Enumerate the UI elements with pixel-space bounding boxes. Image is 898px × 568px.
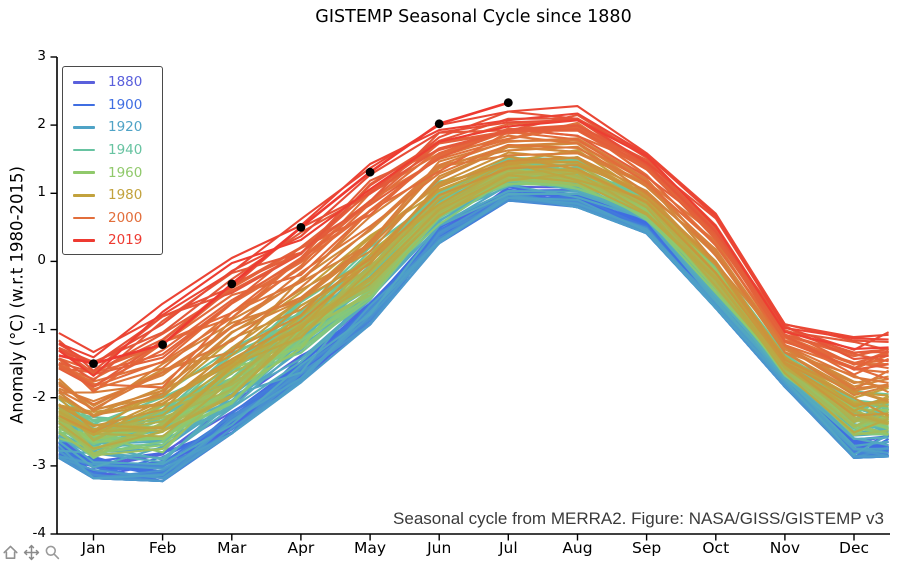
- pan-icon: [23, 544, 40, 560]
- legend-entry-1880: 1880: [63, 71, 162, 94]
- year-line-2016: [58, 105, 889, 354]
- zoom-icon: [45, 545, 60, 559]
- legend-entries: 1880 1900 1920 1940 1960 1980 2000 2019: [63, 71, 162, 252]
- legend: 1880 1900 1920 1940 1960 1980 2000 2019: [62, 66, 163, 255]
- legend-label: 1900: [108, 96, 143, 113]
- year-line-2019: [58, 101, 509, 365]
- y-tick-label: 0: [37, 252, 46, 269]
- legend-label: 1940: [108, 142, 143, 159]
- x-tick-label-jan: Jan: [81, 539, 106, 557]
- legend-swatch: [73, 193, 95, 197]
- legend-label: 1880: [108, 74, 143, 91]
- y-tick-label: -2: [32, 388, 46, 405]
- x-tick-label-jun: Jun: [427, 539, 452, 557]
- year-line-1919: [58, 196, 889, 480]
- legend-label: 1960: [108, 164, 143, 181]
- observed-dot-2019-Jun: [434, 119, 444, 129]
- legend-label: 1920: [108, 119, 143, 136]
- chart-title: GISTEMP Seasonal Cycle since 1880: [315, 7, 632, 27]
- toolbar: [2, 543, 62, 561]
- legend-entry-1920: 1920: [63, 116, 162, 139]
- year-line-1977: [58, 174, 889, 431]
- legend-entry-1900: 1900: [63, 94, 162, 117]
- legend-swatch: [73, 239, 95, 242]
- observed-dot-2019-Mar: [227, 279, 237, 289]
- year-line-1976: [58, 172, 889, 450]
- y-axis-label: Anomaly (°C) (w.r.t 1980-2015): [7, 166, 27, 424]
- x-tick-label-apr: Apr: [287, 539, 315, 557]
- home-icon: [3, 545, 18, 559]
- legend-swatch: [73, 148, 95, 152]
- x-tick-label-feb: Feb: [148, 539, 177, 557]
- observed-dot-2019-Feb: [158, 340, 168, 349]
- legend-swatch: [73, 216, 95, 220]
- x-tick-label-nov: Nov: [769, 539, 801, 557]
- y-tick-label: 3: [37, 48, 46, 64]
- source-annotation: Seasonal cycle from MERRA2. Figure: NASA…: [393, 509, 884, 528]
- legend-swatch: [73, 103, 95, 107]
- x-tick-label-oct: Oct: [702, 539, 730, 557]
- y-tick-label: 2: [37, 116, 46, 133]
- observed-dot-2019-Jul: [503, 98, 513, 108]
- year-line-1986: [58, 151, 889, 416]
- legend-entry-2019: 2019: [63, 229, 162, 252]
- x-tick-label-mar: Mar: [217, 539, 247, 557]
- legend-label: 2000: [108, 209, 143, 226]
- legend-label: 2019: [108, 232, 143, 249]
- zoom-button[interactable]: [44, 543, 62, 561]
- legend-swatch: [73, 126, 95, 129]
- legend-label: 1980: [108, 187, 143, 204]
- observed-dot-2019-Jan: [89, 359, 98, 368]
- x-tick-label-aug: Aug: [562, 539, 593, 557]
- x-tick-label-jul: Jul: [498, 539, 518, 557]
- year-line-1984: [58, 155, 889, 428]
- y-tick-label: -3: [32, 456, 46, 473]
- x-tick-label-dec: Dec: [839, 539, 870, 557]
- legend-entry-1960: 1960: [63, 161, 162, 184]
- year-line-2017: [58, 112, 889, 359]
- legend-swatch: [73, 81, 95, 84]
- y-tick-label: -1: [32, 320, 46, 337]
- observed-dot-2019-Apr: [296, 223, 306, 232]
- legend-entry-2000: 2000: [63, 207, 162, 230]
- legend-entry-1940: 1940: [63, 139, 162, 162]
- year-line-2007: [58, 129, 890, 376]
- year-line-2018: [58, 119, 889, 377]
- year-line-2009: [58, 124, 889, 388]
- home-button[interactable]: [2, 543, 20, 561]
- pan-button[interactable]: [23, 543, 41, 561]
- year-line-1985: [58, 164, 890, 434]
- legend-swatch: [73, 171, 95, 174]
- x-tick-label-sep: Sep: [632, 539, 662, 557]
- y-tick-label: 1: [37, 184, 46, 201]
- year-line-1921: [58, 184, 890, 466]
- x-tick-label-may: May: [354, 539, 387, 557]
- observed-dot-2019-May: [365, 167, 375, 177]
- y-tick-label: -4: [32, 525, 46, 541]
- year-line-1995: [58, 139, 890, 410]
- legend-entry-1980: 1980: [63, 184, 162, 207]
